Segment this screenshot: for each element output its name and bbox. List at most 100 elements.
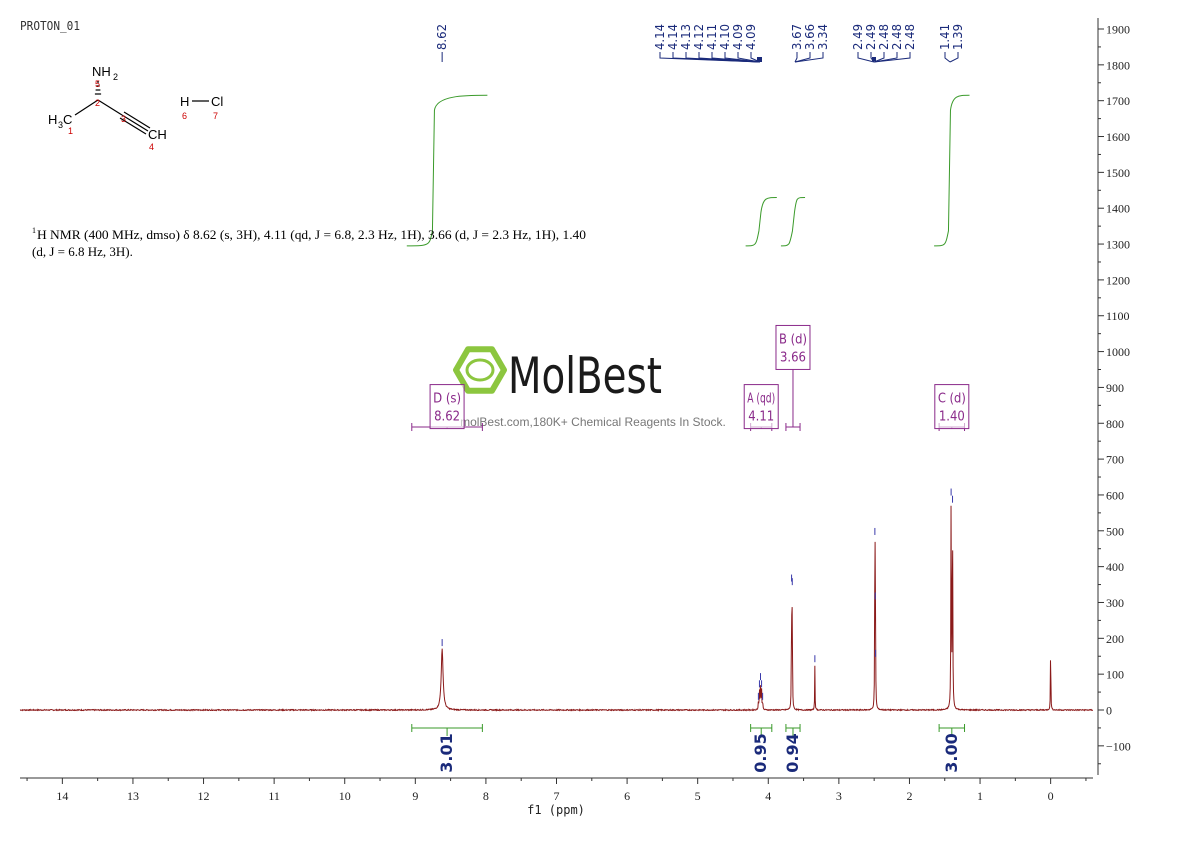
x-tick-label: 3 bbox=[836, 789, 842, 803]
atom-ch: CH bbox=[148, 127, 167, 142]
integral-value: 0.94 bbox=[783, 733, 802, 772]
multiplet-name: C (d) bbox=[938, 392, 966, 407]
multiplets: D (s) 8.62 A (qd) 4.11 B (d) 3.66 C (d) 1.40 bbox=[411, 324, 970, 431]
atom-nh2-subscript: 2 bbox=[113, 72, 118, 82]
bond-c1-c2 bbox=[74, 99, 99, 116]
integral-value: 3.00 bbox=[942, 733, 961, 772]
description-line-2: (d, J = 6.8 Hz, 3H). bbox=[32, 244, 133, 259]
multiplet-box bbox=[429, 384, 465, 430]
y-tick-label: 1000 bbox=[1106, 345, 1130, 359]
atom-number: 1 bbox=[68, 126, 73, 136]
y-tick-label: 400 bbox=[1106, 560, 1124, 574]
y-tick-label: 900 bbox=[1106, 381, 1124, 395]
multiplet-name: B (d) bbox=[779, 332, 807, 347]
multiplet-shift: 1.40 bbox=[939, 410, 965, 425]
x-tick-label: 14 bbox=[56, 789, 68, 803]
multiplet-box bbox=[775, 324, 811, 370]
atom-number: 6 bbox=[182, 111, 187, 121]
atom-number: 3 bbox=[121, 114, 126, 124]
y-tick-label: 100 bbox=[1106, 668, 1124, 682]
peak-shift-label: 4.12 bbox=[692, 24, 706, 50]
y-tick-label: 1500 bbox=[1106, 166, 1130, 180]
x-tick-label: 7 bbox=[554, 789, 560, 803]
multiplet-box bbox=[934, 384, 970, 430]
x-tick-label: 8 bbox=[483, 789, 489, 803]
peak-connector bbox=[724, 52, 761, 63]
integral-curve bbox=[745, 196, 777, 247]
multiplet-shift: 4.11 bbox=[748, 410, 774, 425]
bond-c2-c3 bbox=[97, 99, 123, 116]
peak-connector bbox=[944, 52, 951, 63]
multiplet-name: A (qd) bbox=[747, 392, 775, 407]
atom-number: 4 bbox=[149, 142, 154, 152]
molbest-logo-text: MolBest bbox=[508, 347, 662, 405]
spectrum-line bbox=[19, 505, 1094, 712]
peak-shift-label: 2.48 bbox=[877, 24, 891, 50]
y-tick-label: 1200 bbox=[1106, 273, 1130, 287]
atom-h3c: H bbox=[48, 112, 57, 127]
peak-shift-label: 2.49 bbox=[851, 24, 865, 50]
x-tick-label: 11 bbox=[268, 789, 280, 803]
peak-shift-label: 3.34 bbox=[816, 24, 830, 50]
peak-connector bbox=[857, 52, 875, 63]
triple-bond bbox=[119, 117, 147, 135]
x-tick-label: 5 bbox=[695, 789, 701, 803]
y-tick-label: 1900 bbox=[1106, 23, 1130, 37]
multiplet-shift: 3.66 bbox=[780, 350, 806, 365]
x-tick-label: 0 bbox=[1048, 789, 1054, 803]
peak-shift-label: 1.39 bbox=[951, 24, 965, 50]
y-tick-label: 1100 bbox=[1106, 309, 1130, 323]
integral-curve bbox=[934, 94, 970, 247]
x-tick-label: 6 bbox=[624, 789, 630, 803]
peak-shift-label: 4.09 bbox=[731, 24, 745, 50]
x-axis-label: f1 (ppm) bbox=[527, 803, 585, 817]
description-line-1: H NMR (400 MHz, dmso) δ 8.62 (s, 3H), 4.… bbox=[37, 227, 586, 242]
triple-bond bbox=[123, 111, 151, 129]
peak-shift-label: 8.62 bbox=[435, 24, 449, 50]
peak-connector bbox=[949, 52, 959, 63]
peak-connector bbox=[794, 52, 798, 63]
y-tick-label: 0 bbox=[1106, 704, 1112, 718]
multiplet-shift: 8.62 bbox=[434, 410, 460, 425]
y-tick-label: 300 bbox=[1106, 596, 1124, 610]
peak-shift-label: 4.11 bbox=[705, 24, 719, 50]
peak-shift-label: 2.48 bbox=[903, 24, 917, 50]
y-tick-label: 1400 bbox=[1106, 202, 1130, 216]
molbest-logo-hexagon bbox=[453, 346, 507, 394]
multiplet-name: D (s) bbox=[433, 392, 461, 407]
peak-connector bbox=[737, 52, 761, 63]
y-tick-label: −100 bbox=[1106, 739, 1131, 753]
x-tick-label: 9 bbox=[412, 789, 418, 803]
peak-connector bbox=[794, 52, 811, 63]
atom-hcl-h: H bbox=[180, 94, 189, 109]
peak-shift-label: 4.09 bbox=[744, 24, 758, 50]
peak-cluster-marker bbox=[872, 57, 876, 61]
atom-h3c-carbon: C bbox=[63, 112, 72, 127]
peak-connector bbox=[873, 52, 885, 63]
x-tick-label: 13 bbox=[127, 789, 139, 803]
watermark: MolBest molBest.com,180K+ Chemical Reagen… bbox=[453, 346, 726, 429]
peak-shift-label: 4.10 bbox=[718, 24, 732, 50]
triple-bond bbox=[121, 114, 149, 132]
y-tick-label: 1800 bbox=[1106, 58, 1130, 72]
x-tick-label: 10 bbox=[339, 789, 351, 803]
y-tick-label: 1300 bbox=[1106, 238, 1130, 252]
watermark-tagline: molBest.com,180K+ Chemical Reagents In S… bbox=[460, 415, 726, 429]
y-tick-label: 1600 bbox=[1106, 130, 1130, 144]
y-tick-label: 500 bbox=[1106, 524, 1124, 538]
peak-shift-label: 2.49 bbox=[864, 24, 878, 50]
axes: 14 13 12 11 10 9 8 7 6 5 4 3 2 1 0f1 (ppm)190018001700… bbox=[20, 18, 1131, 817]
atom-h3c-subscript: 3 bbox=[58, 120, 63, 130]
x-tick-label: 2 bbox=[906, 789, 912, 803]
molbest-logo-ring bbox=[465, 358, 495, 382]
integral-curve bbox=[780, 196, 806, 247]
y-tick-label: 700 bbox=[1106, 453, 1124, 467]
peak-shift-label: 4.13 bbox=[679, 24, 693, 50]
x-tick-label: 1 bbox=[977, 789, 983, 803]
y-tick-label: 800 bbox=[1106, 417, 1124, 431]
spectrum bbox=[19, 488, 1094, 712]
text-layer: PROTON_011 H NMR (400 MHz, dmso) δ 8.62 (… bbox=[20, 19, 586, 259]
peak-shift-label: 3.66 bbox=[803, 24, 817, 50]
